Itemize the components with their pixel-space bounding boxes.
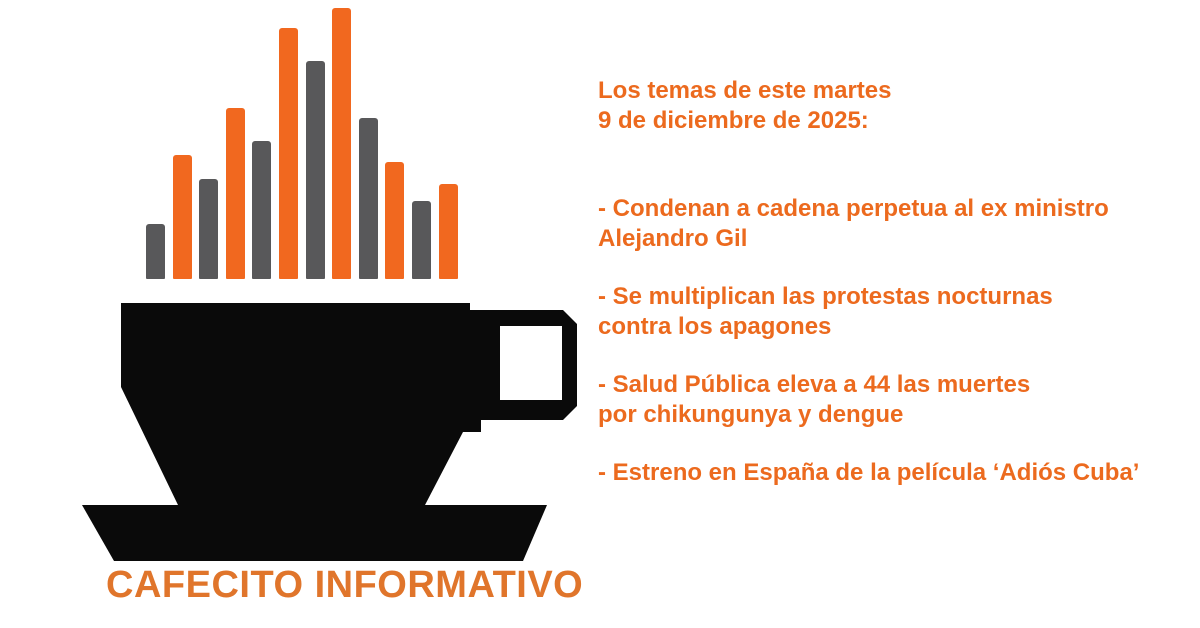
bulletin-item: - Condenan a cadena perpetua al ex minis… (598, 195, 1109, 252)
steam-bar (146, 224, 165, 279)
steam-bar (199, 179, 219, 279)
cup-saucer (82, 505, 547, 561)
steam-bar (278, 28, 298, 279)
steam-bar (252, 141, 272, 279)
steam-bar (225, 108, 245, 279)
bulletin-item: - Salud Pública eleva a 44 las muertes p… (598, 371, 1031, 428)
steam-bar (411, 201, 431, 279)
logo-wordmark: CAFECITO INFORMATIVO (106, 564, 584, 606)
steam-bar (172, 155, 192, 279)
steam-bars (146, 0, 458, 279)
steam-bar (438, 184, 458, 279)
cup-body (121, 303, 481, 505)
steam-bar (305, 61, 325, 279)
steam-bar (385, 162, 405, 279)
steam-bar (358, 118, 378, 279)
cup-handle (470, 310, 577, 420)
bulletin-item: - Se multiplican las protestas nocturnas… (598, 283, 1053, 340)
bulletin-item: - Estreno en España de la película ‘Adió… (598, 459, 1140, 486)
bulletin-text: Los temas de este martes 9 de diciembre … (598, 76, 1190, 516)
steam-bar (332, 8, 352, 279)
bulletin-title: Los temas de este martes 9 de diciembre … (598, 77, 892, 134)
